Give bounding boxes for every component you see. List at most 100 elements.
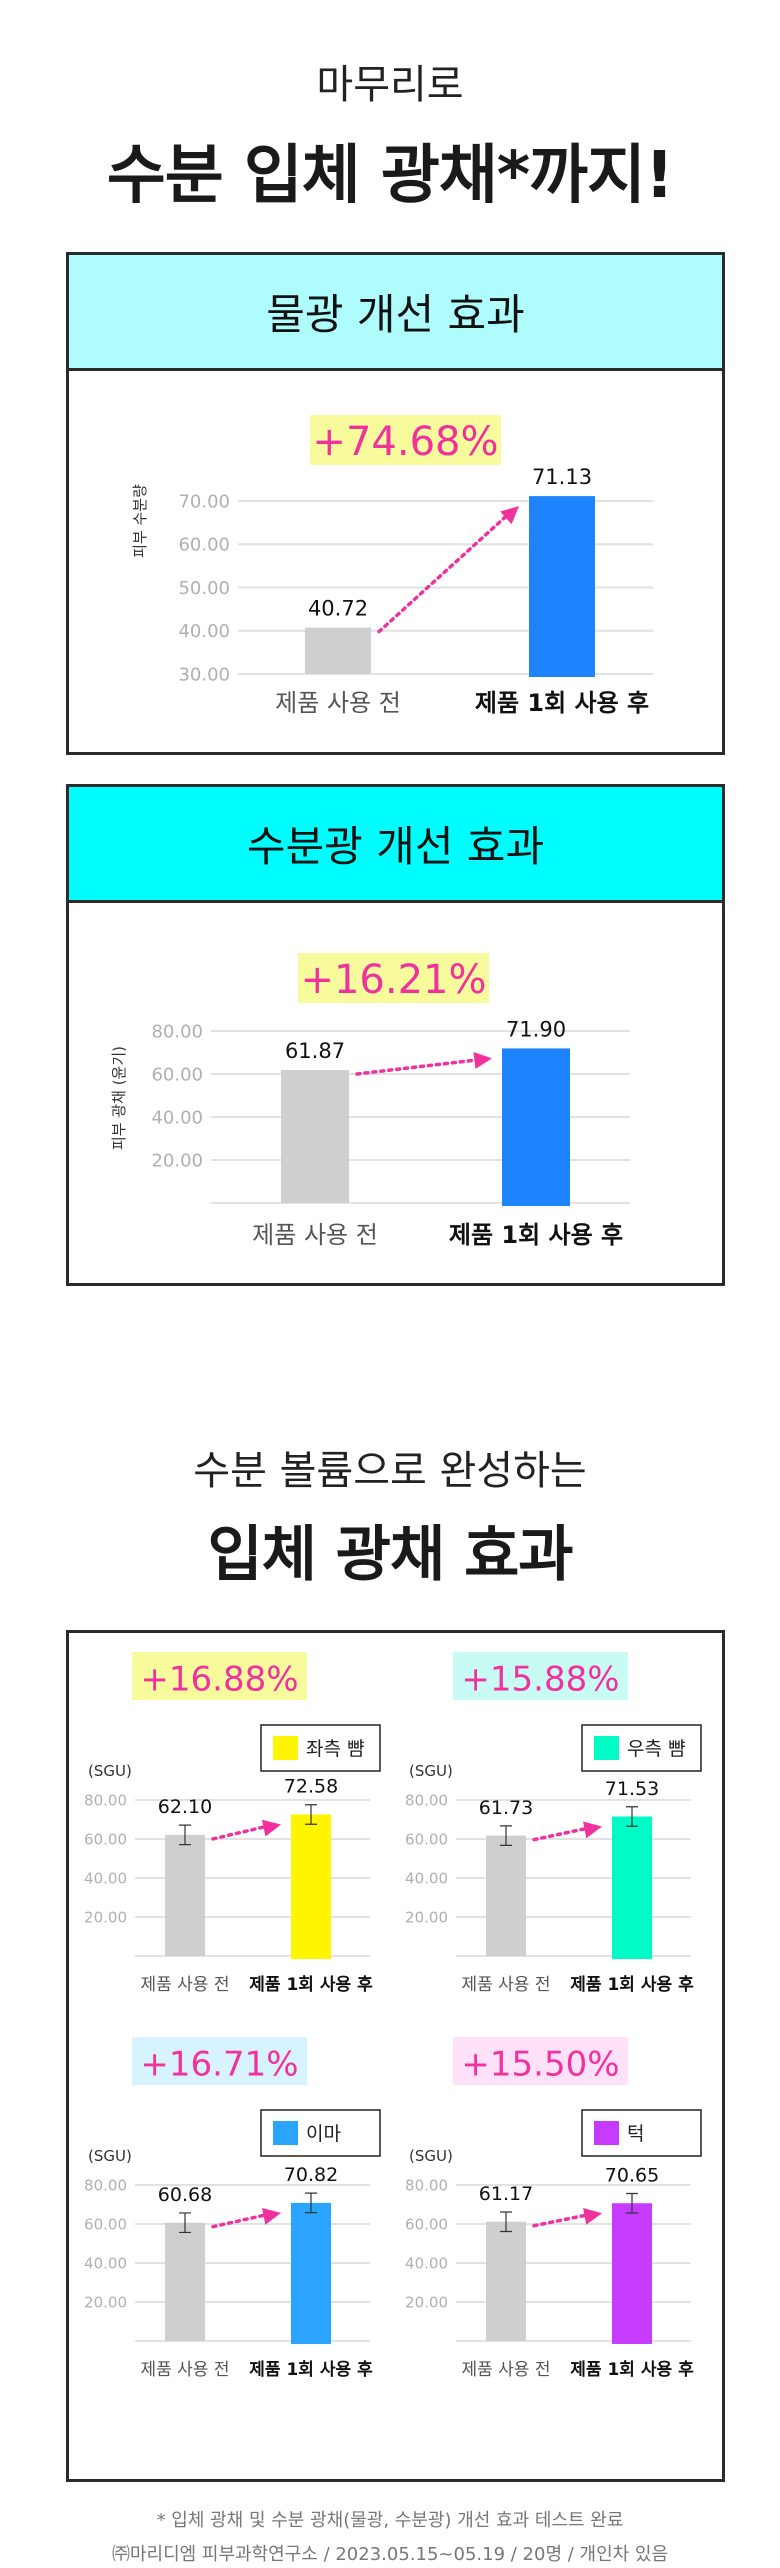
category-label: 제품 1회 사용 후	[249, 1974, 373, 1995]
bar-value-label: 71.53	[605, 1778, 659, 1800]
y-tick-label: 20.00	[84, 2293, 127, 2311]
arrow-head-icon	[500, 506, 519, 525]
badge-background	[298, 953, 489, 1003]
category-label: 제품 1회 사용 후	[249, 2359, 373, 2380]
y-tick-label: 40.00	[84, 2254, 127, 2272]
legend-swatch	[594, 2121, 619, 2145]
forehead-chart: +16.71% 80.00 60.00 40.00 20.00 (SGU) 이마 60.68 제…	[84, 2037, 381, 2380]
y-axis-label: 피부 수분량	[131, 484, 149, 558]
y-tick-label: 80.00	[405, 2176, 448, 2194]
water-glow-panel: 물광 개선 효과 +74.68% 70.00 60.00 50.00 40.00 30.0…	[66, 252, 725, 755]
before-bar	[281, 1069, 349, 1203]
chin-chart: +15.50% 80.00 60.00 40.00 20.00 (SGU) 턱 61.17 제품…	[405, 2037, 702, 2380]
y-tick-label: 80.00	[84, 1791, 127, 1809]
bar-value-label: 61.73	[479, 1797, 533, 1819]
category-label: 제품 사용 전	[461, 2360, 550, 2380]
y-tick-label: 60.00	[178, 535, 230, 556]
bar-value-label: 61.17	[479, 2183, 533, 2205]
category-label: 제품 1회 사용 후	[570, 2359, 694, 2380]
bar-value-label: 40.72	[308, 597, 368, 621]
unit-label: (SGU)	[409, 2147, 453, 2165]
error-bar	[500, 2211, 512, 2233]
arrow-head-icon	[262, 2208, 281, 2225]
y-tick-label: 60.00	[84, 1830, 127, 1848]
before-bar	[165, 1834, 205, 1956]
intro-title: 수분 입체 광채*까지!	[106, 139, 674, 213]
increase-arrow-line	[532, 1825, 594, 1842]
y-axis-label: 피부 광채 (윤기)	[110, 1046, 128, 1150]
y-tick-label: 20.00	[405, 2293, 448, 2311]
moisture-glow-panel: 수분광 개선 효과 +16.21% 80.00 60.00 40.00 20.00 피부 …	[66, 784, 725, 1286]
category-label: 제품 사용 전	[252, 1221, 378, 1249]
bar-value-label: 70.65	[605, 2164, 659, 2186]
after-bar	[612, 1816, 652, 1959]
y-tick-label: 80.00	[151, 1021, 203, 1042]
arrow-head-icon	[583, 2208, 602, 2225]
increase-arrow-line	[211, 2211, 273, 2229]
arrow-head-icon	[583, 1821, 602, 1839]
category-label: 제품 사용 전	[275, 689, 401, 717]
bar-value-label: 60.68	[158, 2184, 212, 2206]
y-tick-label: 60.00	[84, 2215, 127, 2233]
bar-value-label: 71.90	[506, 1017, 566, 1041]
legend-label: 턱	[627, 2123, 644, 2145]
badge-background	[132, 2037, 307, 2085]
increase-badge: +15.88%	[461, 1659, 619, 1699]
increase-arrow-line	[532, 2212, 594, 2228]
legend-label: 우측 뺨	[627, 1738, 685, 1760]
error-bar	[305, 1804, 317, 1825]
before-bar	[486, 2221, 526, 2341]
footnote-test: * 입체 광채 및 수분 광채(물광, 수분광) 개선 효과 테스트 완료	[156, 2510, 624, 2531]
badge-background	[132, 1652, 307, 1700]
increase-badge: +16.71%	[140, 2044, 298, 2084]
error-bar	[179, 1824, 191, 1846]
after-bar	[529, 496, 595, 677]
legend-box	[260, 2109, 381, 2157]
error-bar	[500, 1825, 512, 1846]
y-tick-label: 80.00	[84, 2176, 127, 2194]
increase-badge: +16.21%	[300, 957, 486, 1003]
legend-label: 좌측 뺨	[306, 1738, 364, 1760]
legend-label: 이마	[306, 2123, 341, 2145]
y-tick-label: 40.00	[84, 1869, 127, 1887]
y-tick-label: 60.00	[151, 1064, 203, 1085]
bar-value-label: 62.10	[158, 1796, 212, 1818]
category-label: 제품 사용 전	[461, 1975, 550, 1995]
category-label: 제품 1회 사용 후	[449, 1221, 623, 1249]
increase-arrow-line	[211, 1823, 273, 1841]
error-bar	[626, 1806, 638, 1827]
left-cheek-chart: +16.88% 80.00 60.00 40.00 20.00 (SGU) 좌측 뺨 62.1…	[84, 1652, 381, 1995]
after-bar	[502, 1048, 570, 1206]
after-bar	[291, 2202, 331, 2344]
y-tick-label: 80.00	[405, 1791, 448, 1809]
y-tick-label: 70.00	[178, 491, 230, 512]
water-glow-header: 물광 개선 효과	[69, 255, 722, 371]
y-tick-label: 20.00	[151, 1150, 203, 1171]
increase-badge: +74.68%	[312, 419, 498, 465]
section3-title: 입체 광채 효과	[207, 1520, 574, 1590]
moisture-glow-chart: +16.21% 80.00 60.00 40.00 20.00 피부 광채 (윤기) 61.…	[110, 953, 630, 1249]
y-tick-label: 20.00	[84, 1908, 127, 1926]
before-bar	[486, 1835, 526, 1956]
category-label: 제품 1회 사용 후	[570, 1974, 694, 1995]
after-bar	[612, 2203, 652, 2344]
moisture-glow-header: 수분광 개선 효과	[69, 787, 722, 903]
unit-label: (SGU)	[88, 2147, 132, 2165]
increase-arrow-line	[355, 1057, 484, 1076]
y-tick-label: 60.00	[405, 1830, 448, 1848]
footnote-lab: ㈜마리디엠 피부과학연구소 / 2023.05.15~05.19 / 20명 /…	[111, 2544, 669, 2565]
legend-swatch	[594, 1736, 619, 1760]
bar-value-label: 70.82	[284, 2164, 338, 2186]
unit-label: (SGU)	[88, 1762, 132, 1780]
error-bar	[305, 2192, 317, 2214]
before-bar	[305, 627, 371, 674]
section3-subtitle: 수분 볼륨으로 완성하는	[193, 1448, 587, 1494]
y-tick-label: 40.00	[405, 2254, 448, 2272]
y-tick-label: 60.00	[405, 2215, 448, 2233]
y-tick-label: 30.00	[178, 664, 230, 685]
error-bar	[626, 2192, 638, 2214]
category-label: 제품 사용 전	[140, 1975, 229, 1995]
intro-subtitle: 마무리로	[316, 62, 464, 108]
y-tick-label: 40.00	[151, 1107, 203, 1128]
badge-background	[310, 415, 501, 465]
